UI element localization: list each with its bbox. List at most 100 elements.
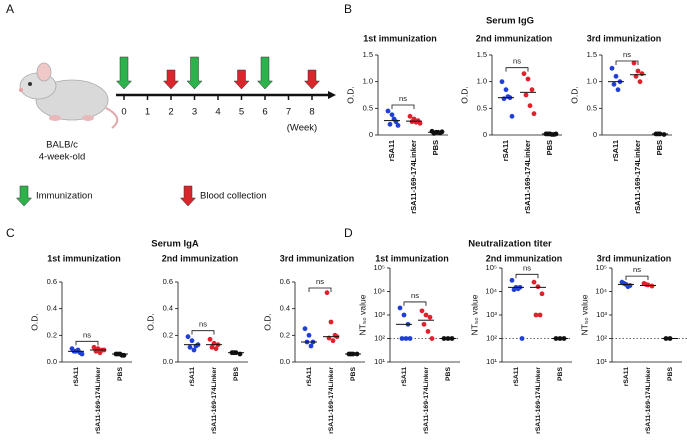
group-title: Neutralization titer (468, 239, 552, 250)
group-title: Serum IgA (151, 239, 199, 250)
y-tick-label: 0.2 (280, 330, 290, 339)
x-tick-label: rSA11-169-174Linker (523, 140, 532, 214)
week-label: 6 (262, 107, 267, 118)
x-tick-label: rSA11 (401, 367, 408, 386)
y-axis-label: O.D. (459, 86, 469, 103)
chart-title: 2nd immunization (162, 253, 239, 263)
x-tick-label: rSA11-169-174Linker (409, 140, 418, 214)
y-tick-label: 10¹ (374, 357, 385, 366)
y-tick-label: 10² (486, 333, 497, 342)
significance-bracket (403, 301, 427, 306)
data-point (324, 290, 330, 296)
data-point (79, 351, 85, 357)
data-point (419, 308, 425, 314)
significance-label: ns (623, 50, 631, 59)
y-tick-label: 10⁵ (486, 263, 497, 272)
data-point (387, 121, 393, 127)
legend-swatch (15, 185, 33, 207)
week-label: 2 (168, 107, 173, 118)
y-tick-label: 10¹ (596, 357, 607, 366)
x-tick-label: PBS (431, 140, 440, 155)
data-point (91, 344, 97, 350)
y-tick-label: 0 (483, 130, 487, 139)
legend-swatch (179, 185, 197, 207)
y-tick-label: 1.0 (587, 77, 597, 86)
x-tick-label: PBS (667, 367, 674, 381)
data-point (539, 291, 545, 297)
data-point (637, 79, 643, 85)
y-tick-label: 10² (596, 333, 607, 342)
x-tick-label: PBS (233, 367, 240, 381)
data-point (527, 103, 533, 109)
data-point (525, 76, 531, 82)
immunization-arrow (186, 56, 203, 90)
data-point (531, 279, 537, 285)
data-point (389, 112, 395, 118)
y-axis-label: O.D. (345, 86, 355, 103)
significance-bracket (625, 275, 649, 281)
immunization-arrow (256, 56, 274, 90)
data-point (213, 346, 219, 352)
significance-bracket (75, 340, 99, 346)
x-tick-label: rSA11-169-174Linker (328, 367, 335, 434)
data-point (409, 119, 415, 125)
x-tick-label: PBS (445, 367, 452, 381)
x-tick-label: rSA11 (513, 367, 520, 386)
data-point (189, 338, 195, 344)
data-point (509, 277, 515, 283)
chart-title: 2nd immunization (476, 33, 553, 43)
y-tick-label: 10³ (596, 310, 607, 319)
data-point (621, 281, 627, 286)
data-point (549, 132, 555, 137)
data-point (531, 111, 537, 117)
data-point (403, 336, 409, 341)
y-tick-label: 0.4 (47, 304, 57, 313)
data-point (509, 113, 515, 119)
y-axis-label: O.D. (262, 313, 272, 330)
data-point (611, 81, 617, 87)
data-point (429, 336, 435, 341)
x-tick-label: rSA11-169-174Linker (423, 367, 430, 434)
week-label: 7 (286, 107, 291, 118)
data-point (661, 132, 667, 137)
panel-label: B (344, 2, 352, 16)
chart-title: 1st immunization (47, 253, 121, 263)
y-tick-label: 1.0 (363, 77, 373, 86)
y-tick-label: 10⁴ (595, 286, 607, 295)
significance-label: ns (199, 320, 207, 329)
data-point (209, 344, 215, 350)
data-point (537, 312, 543, 318)
x-tick-label: rSA11-169-174Linker (95, 367, 102, 434)
significance-bracket (308, 287, 332, 292)
subject: BALB/c (46, 140, 78, 151)
data-point (533, 312, 539, 318)
y-axis-label: O.D. (29, 313, 39, 330)
significance-label: ns (83, 330, 91, 339)
y-tick-label: 0 (593, 130, 597, 139)
significance-bracket (191, 330, 215, 335)
data-point (427, 314, 433, 320)
data-point (521, 71, 527, 77)
data-point (639, 71, 645, 77)
blood-arrow (303, 69, 321, 90)
y-tick-label: 10⁴ (485, 286, 497, 295)
x-tick-label: PBS (117, 367, 124, 381)
significance-bracket (615, 60, 639, 65)
data-point (330, 338, 336, 344)
chart-title: 3rd immunization (597, 253, 672, 263)
week-label: 5 (239, 107, 244, 118)
y-tick-label: 0.6 (280, 277, 290, 286)
week-label: 1 (145, 107, 150, 118)
significance-bracket (391, 104, 415, 109)
x-tick-label: rSA11-169-174Linker (645, 367, 652, 434)
data-point (609, 65, 615, 71)
y-tick-label: 0 (369, 130, 373, 139)
chart-title: 2nd immunization (486, 253, 563, 263)
y-tick-label: 0.0 (280, 357, 290, 366)
significance-label: ns (633, 265, 641, 274)
week-label: 4 (215, 107, 220, 118)
data-point (505, 94, 511, 99)
x-tick-label: PBS (545, 140, 554, 155)
subject: 4-week-old (39, 152, 85, 163)
data-point (328, 319, 334, 325)
